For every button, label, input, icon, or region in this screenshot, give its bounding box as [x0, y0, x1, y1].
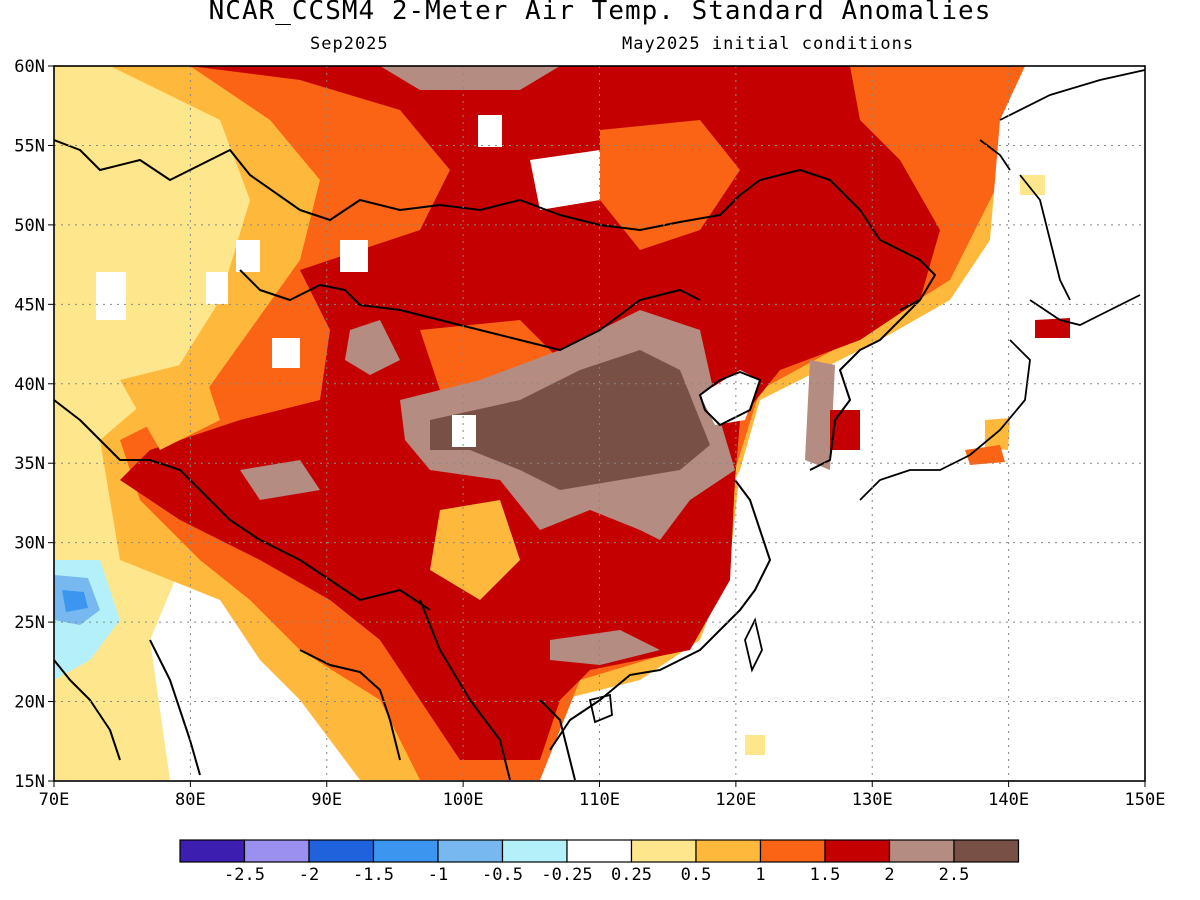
lon-tick-label: 120E — [715, 790, 756, 810]
colorbar-swatch — [824, 839, 891, 863]
lon-tick-label: 130E — [852, 790, 893, 810]
colorbar-swatch — [630, 839, 697, 863]
lon-tick-label: 80E — [175, 790, 206, 810]
initial-conditions: May2025 initial conditions — [622, 34, 915, 54]
colorbar-label: 0.5 — [681, 865, 712, 885]
lat-tick-label: 25N — [14, 613, 45, 633]
colorbar-swatch — [953, 839, 1020, 863]
colorbar-swatch — [566, 839, 633, 863]
colorbar-label: 0.25 — [611, 865, 652, 885]
lat-tick-label: 40N — [14, 375, 45, 395]
colorbar-label: 1 — [755, 865, 765, 885]
colorbar-label: -1.5 — [353, 865, 394, 885]
colorbar-label: 2 — [884, 865, 894, 885]
colorbar-swatch — [437, 839, 504, 863]
lon-tick-label: 100E — [443, 790, 484, 810]
lon-tick-label: 110E — [579, 790, 620, 810]
lon-tick-label: 140E — [988, 790, 1029, 810]
lon-tick-label: 150E — [1125, 790, 1166, 810]
anomaly-field — [54, 66, 1145, 781]
lat-tick-label: 20N — [14, 693, 45, 713]
colorbar-swatch — [759, 839, 826, 863]
latitude-axis: 15N 20N 25N 30N 35N 40N 45N 50N 55N 60N — [14, 57, 54, 792]
lat-tick-label: 55N — [14, 136, 45, 156]
colorbar-swatch — [501, 839, 568, 863]
lon-tick-label: 70E — [39, 790, 70, 810]
colorbar-label: 2.5 — [939, 865, 970, 885]
lat-tick-label: 45N — [14, 295, 45, 315]
colorbar-swatch — [308, 839, 375, 863]
longitude-axis: 70E 80E 90E 100E 110E 120E 130E 140E 150E — [39, 781, 1166, 810]
lat-tick-label: 50N — [14, 216, 45, 236]
colorbar-label: -2.5 — [224, 865, 265, 885]
coastlines — [54, 139, 936, 781]
colorbar-swatch — [372, 839, 439, 863]
colorbar-label: -0.5 — [482, 865, 523, 885]
lat-tick-label: 30N — [14, 534, 45, 554]
chart-title: NCAR_CCSM4 2-Meter Air Temp. Standard An… — [208, 0, 992, 26]
lat-tick-label: 35N — [14, 454, 45, 474]
colorbar-label: -0.25 — [541, 865, 592, 885]
colorbar-swatch — [243, 839, 310, 863]
colorbar-label: 1.5 — [810, 865, 841, 885]
lon-tick-label: 90E — [311, 790, 342, 810]
colorbar-swatch — [179, 839, 246, 863]
lat-tick-label: 60N — [14, 57, 45, 77]
lat-tick-label: 15N — [14, 772, 45, 792]
colorbar: -2.5 -2 -1.5 -1 -0.5 -0.25 0.25 0.5 1 1.5 2 2.5 — [179, 839, 1020, 885]
colorbar-label: -2 — [299, 865, 319, 885]
forecast-month: Sep2025 — [310, 34, 389, 54]
colorbar-swatch — [888, 839, 955, 863]
taiwan-hainan — [588, 617, 763, 724]
grid-lines — [54, 66, 1145, 781]
colorbar-swatch — [695, 839, 762, 863]
colorbar-label: -1 — [428, 865, 448, 885]
